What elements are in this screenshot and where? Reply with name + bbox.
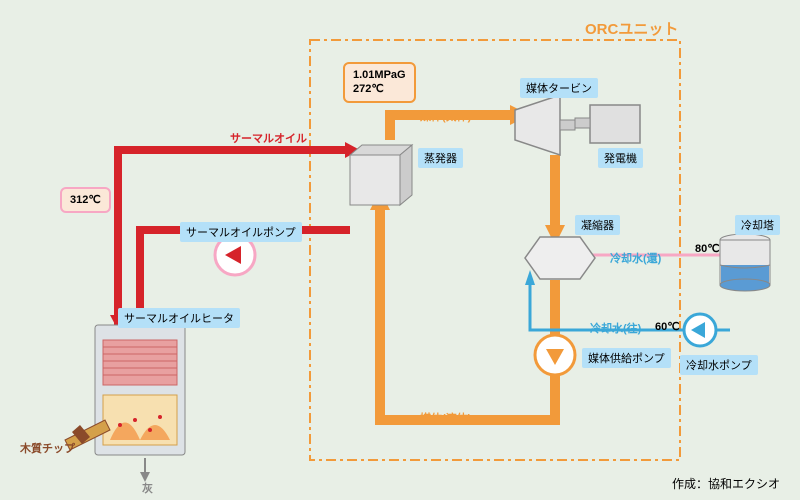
pressure-callout: 1.01MPaG272℃ [343,62,416,103]
orc-unit-label: ORCユニット [585,18,678,39]
wood-chip-label: 木質チップ [20,440,75,456]
cooling-return-flow-label: 冷却水(還) [610,250,661,266]
cooling-tower-shape [720,234,770,291]
ash-label: 灰 [142,480,153,496]
temp-60-label: 60℃ [655,320,680,333]
medium-liquid-flow-label: 媒体(液体) [420,410,471,426]
oil-pump-label: サーマルオイルポンプ [180,222,302,242]
heater-label: サーマルオイルヒータ [118,308,240,328]
footer-credit: 作成：協和エクシオ [672,475,780,492]
feed-pump-shape [535,335,575,375]
temp-312-callout: 312℃ [60,187,111,213]
feed-pump-label: 媒体供給ポンプ [582,348,671,368]
cooling-tower-label: 冷却塔 [735,215,780,235]
cooling-pump-label: 冷却水ポンプ [680,355,758,375]
medium-gas-flow-label: 媒体(気体) [420,108,471,124]
evaporator-label: 蒸発器 [418,148,463,168]
condenser-label: 凝縮器 [575,215,620,235]
thermal-oil-flow-label: サーマルオイル [230,130,307,146]
temp-80-label: 80℃ [695,242,720,255]
turbine-shape [515,95,575,155]
generator-label: 発電機 [598,148,643,168]
evaporator-shape [350,145,412,205]
generator-shape [590,105,640,143]
condenser-shape [525,237,595,279]
cooling-supply-flow-label: 冷却水(往) [590,320,641,336]
cooling-pump-shape [684,314,716,346]
turbine-label: 媒体タービン [520,78,598,98]
